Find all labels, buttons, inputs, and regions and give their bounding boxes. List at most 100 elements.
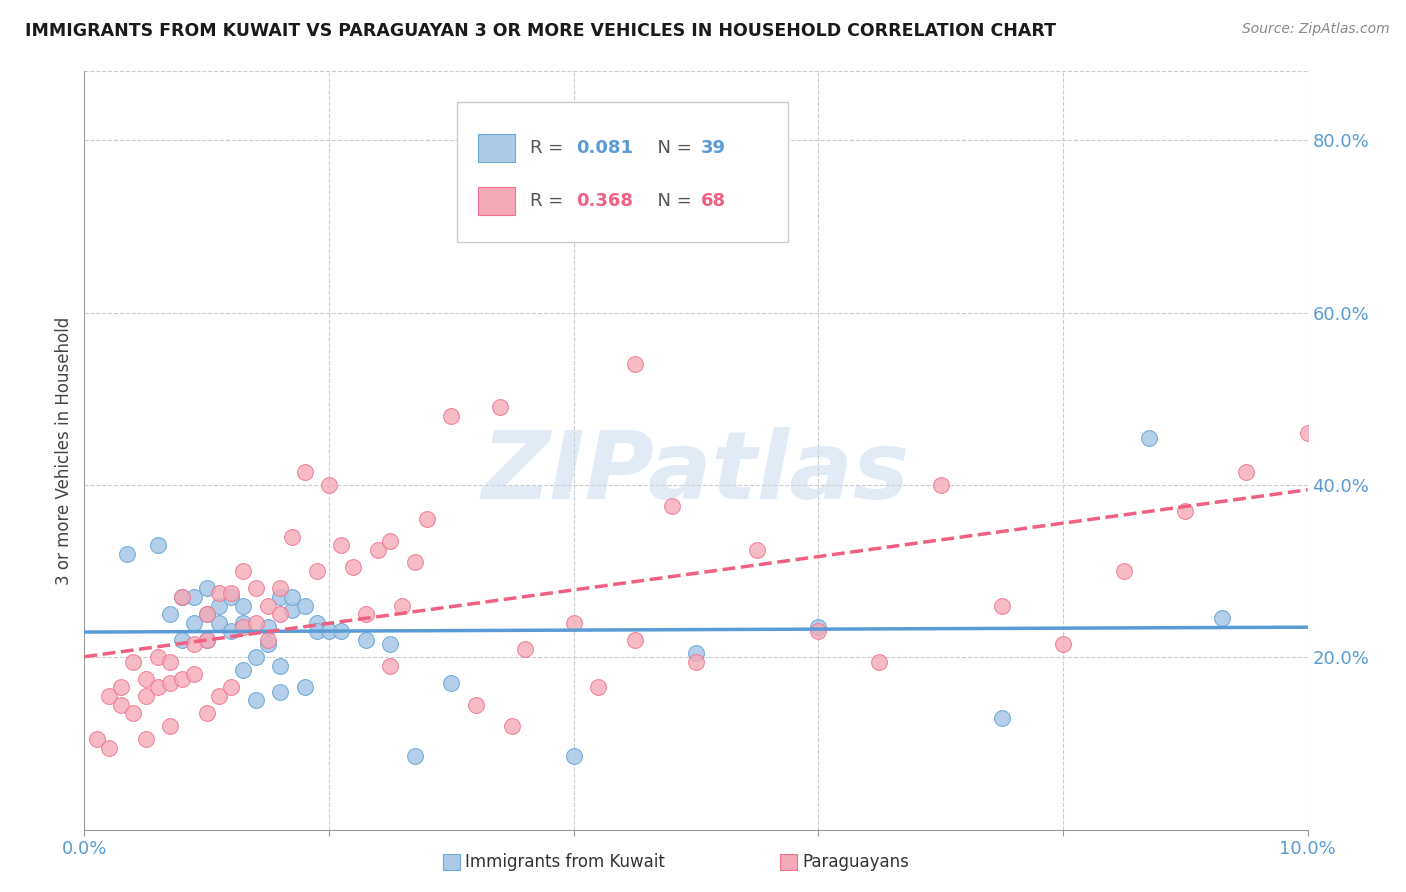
Point [159, 607, 181, 622]
Point [269, 684, 291, 698]
Text: Paraguayans: Paraguayans [803, 853, 910, 871]
Point [685, 655, 707, 669]
Point [318, 478, 340, 492]
Point [208, 689, 231, 703]
Point [489, 401, 512, 415]
Point [172, 672, 194, 686]
Point [354, 633, 377, 648]
Point [624, 357, 647, 371]
Point [1211, 611, 1233, 625]
Y-axis label: 3 or more Vehicles in Household: 3 or more Vehicles in Household [55, 317, 73, 584]
Point [232, 663, 254, 677]
Point [257, 633, 280, 648]
Point [464, 698, 486, 712]
Point [661, 500, 683, 514]
Point [135, 672, 157, 686]
Point [380, 533, 402, 548]
Text: R =: R = [530, 139, 568, 157]
Point [208, 585, 231, 599]
Point [232, 620, 254, 634]
Point [195, 633, 218, 648]
Text: Immigrants from Kuwait: Immigrants from Kuwait [465, 853, 665, 871]
Point [269, 582, 291, 596]
Point [342, 559, 364, 574]
Point [929, 478, 952, 492]
Point [183, 637, 205, 651]
Text: 39: 39 [700, 139, 725, 157]
Point [1137, 431, 1160, 445]
Point [440, 676, 463, 690]
Point [269, 607, 291, 622]
Point [1052, 637, 1074, 651]
Point [1296, 426, 1319, 441]
Point [110, 698, 132, 712]
Point [586, 681, 609, 695]
Point [440, 409, 463, 423]
Point [380, 658, 402, 673]
Point [281, 603, 304, 617]
Point [122, 706, 145, 721]
Point [232, 615, 254, 630]
Point [245, 582, 267, 596]
Point [159, 719, 181, 733]
Point [172, 633, 194, 648]
Point [172, 590, 194, 604]
Point [232, 564, 254, 578]
Text: IMMIGRANTS FROM KUWAIT VS PARAGUAYAN 3 OR MORE VEHICLES IN HOUSEHOLD CORRELATION: IMMIGRANTS FROM KUWAIT VS PARAGUAYAN 3 O… [25, 22, 1056, 40]
Text: N =: N = [645, 192, 697, 210]
Point [183, 590, 205, 604]
Point [195, 607, 218, 622]
Point [330, 624, 353, 639]
Point [330, 538, 353, 552]
Point [195, 582, 218, 596]
Point [513, 641, 536, 656]
Point [869, 655, 891, 669]
Point [146, 650, 169, 665]
Point [991, 710, 1014, 724]
Point [318, 624, 340, 639]
Point [115, 547, 138, 561]
Point [208, 615, 231, 630]
Point [354, 607, 377, 622]
Point [219, 624, 242, 639]
Point [146, 681, 169, 695]
Point [195, 607, 218, 622]
Point [86, 732, 108, 747]
Point [135, 689, 157, 703]
Bar [478, 186, 515, 216]
Point [367, 542, 389, 557]
Point [747, 542, 769, 557]
Text: 0.081: 0.081 [576, 139, 633, 157]
Point [807, 620, 830, 634]
Text: ZIPatlas: ZIPatlas [482, 427, 910, 519]
Point [294, 681, 316, 695]
Point [404, 749, 426, 764]
Point [183, 615, 205, 630]
Point [159, 676, 181, 690]
Point [991, 599, 1014, 613]
Point [269, 590, 291, 604]
Point [122, 655, 145, 669]
Point [294, 599, 316, 613]
Point [97, 689, 120, 703]
Point [257, 599, 280, 613]
Point [380, 637, 402, 651]
Point [219, 681, 242, 695]
Point [562, 615, 585, 630]
Bar [478, 134, 515, 162]
Text: Source: ZipAtlas.com: Source: ZipAtlas.com [1241, 22, 1389, 37]
Point [183, 667, 205, 681]
Point [1174, 504, 1197, 518]
Point [208, 599, 231, 613]
Text: 0.368: 0.368 [576, 192, 633, 210]
Point [562, 749, 585, 764]
Point [1114, 564, 1136, 578]
Point [97, 740, 120, 755]
Text: R =: R = [530, 192, 568, 210]
Point [232, 599, 254, 613]
Point [146, 538, 169, 552]
Point [404, 556, 426, 570]
Point [807, 624, 830, 639]
Point [245, 693, 267, 707]
Point [110, 681, 132, 695]
